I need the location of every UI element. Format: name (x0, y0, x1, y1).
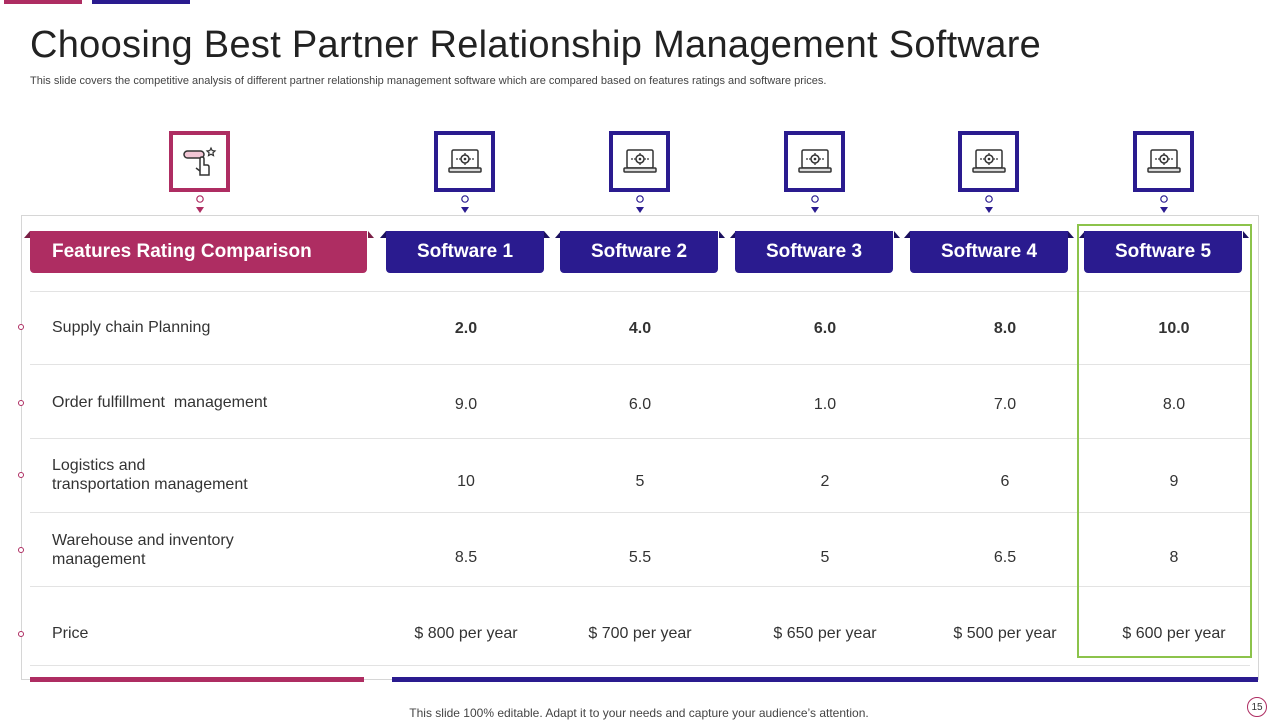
top-accent-bar-pink (4, 0, 82, 4)
table-cell: 1.0 (813, 396, 837, 413)
software-3-connector-icon (811, 195, 819, 213)
software-5-icon-box (1133, 131, 1194, 192)
row-bullet-icon (18, 472, 24, 478)
table-frame (21, 215, 1259, 680)
software-2-connector-icon (636, 195, 644, 213)
laptop-gear-icon (1146, 148, 1181, 173)
row-divider (30, 512, 1250, 513)
row-divider (30, 291, 1250, 292)
table-cell: $ 500 per year (953, 625, 1057, 642)
column-header-software-2: Software 2 (560, 231, 718, 273)
feature-label-warehouse: Warehouse and inventory management (52, 532, 234, 568)
feature-connector-icon (196, 195, 204, 213)
column-header-label: Software 2 (590, 241, 688, 262)
slide-subtitle: This slide covers the competitive analys… (30, 75, 827, 87)
column-header-software-4: Software 4 (910, 231, 1068, 273)
software-2-icon-box (609, 131, 670, 192)
software-1-connector-icon (461, 195, 469, 213)
column-header-label: Software 5 (1114, 241, 1212, 262)
table-cell: 6.0 (628, 396, 652, 413)
table-cell: $ 600 per year (1122, 625, 1226, 642)
table-cell: 10 (457, 473, 475, 490)
table-cell: 9 (1169, 473, 1179, 490)
table-cell: 8.0 (1162, 396, 1186, 413)
column-header-software-3: Software 3 (735, 231, 893, 273)
features-header: Features Rating Comparison (30, 231, 367, 273)
table-cell: 6.5 (993, 549, 1017, 566)
hand-pointer-icon (182, 146, 216, 176)
column-header-software-1: Software 1 (386, 231, 544, 273)
row-bullet-icon (18, 400, 24, 406)
software-3-icon-box (784, 131, 845, 192)
column-header-label: Software 4 (940, 241, 1038, 262)
laptop-gear-icon (447, 148, 482, 173)
feature-label-order-fulfillment: Order fulfillment management (52, 394, 268, 411)
row-divider (30, 665, 1250, 666)
feature-label-price: Price (52, 625, 89, 642)
slide-footer: This slide 100% editable. Adapt it to yo… (409, 706, 869, 720)
row-bullet-icon (18, 324, 24, 330)
feature-label-logistics: Logistics and transportation management (52, 457, 248, 493)
table-cell: 4.0 (628, 320, 652, 337)
column-header-label: Software 3 (765, 241, 863, 262)
feature-label-supply-chain: Supply chain Planning (52, 319, 211, 336)
software-5-connector-icon (1160, 195, 1168, 213)
row-divider (30, 364, 1250, 365)
slide-title: Choosing Best Partner Relationship Manag… (30, 24, 1042, 66)
feature-header-ears (24, 231, 374, 238)
table-cell: 10.0 (1158, 320, 1190, 337)
row-divider (30, 438, 1250, 439)
feature-icon-box (169, 131, 230, 192)
table-cell: 9.0 (454, 396, 478, 413)
row-bullet-icon (18, 547, 24, 553)
top-accent-bar-navy (92, 0, 190, 4)
table-cell: 5 (820, 549, 830, 566)
table-cell: 6.0 (813, 320, 837, 337)
laptop-gear-icon (971, 148, 1006, 173)
page-number-badge: 15 (1247, 697, 1267, 717)
column-header-label: Software 1 (416, 241, 514, 262)
table-cell: $ 700 per year (588, 625, 692, 642)
column-header-software-5: Software 5 (1084, 231, 1242, 273)
table-cell: 5.5 (628, 549, 652, 566)
table-cell: 2.0 (454, 320, 478, 337)
table-cell: 8.5 (454, 549, 478, 566)
laptop-gear-icon (622, 148, 657, 173)
table-cell: $ 800 per year (414, 625, 518, 642)
table-cell: 5 (635, 473, 645, 490)
table-cell: 8 (1169, 549, 1179, 566)
row-bullet-icon (18, 631, 24, 637)
table-cell: 8.0 (993, 320, 1017, 337)
software-1-icon-box (434, 131, 495, 192)
table-cell: 6 (1000, 473, 1010, 490)
row-divider (30, 586, 1250, 587)
software-header-ears (380, 231, 1249, 238)
table-cell: $ 650 per year (773, 625, 877, 642)
bottom-accent-bar-navy (392, 677, 1258, 682)
table-cell: 7.0 (993, 396, 1017, 413)
laptop-gear-icon (797, 148, 832, 173)
table-cell: 2 (820, 473, 830, 490)
features-header-label: Features Rating Comparison (52, 241, 312, 262)
software-4-icon-box (958, 131, 1019, 192)
software-4-connector-icon (985, 195, 993, 213)
highlighted-column-frame (1077, 224, 1252, 658)
bottom-accent-bar-pink (30, 677, 364, 682)
